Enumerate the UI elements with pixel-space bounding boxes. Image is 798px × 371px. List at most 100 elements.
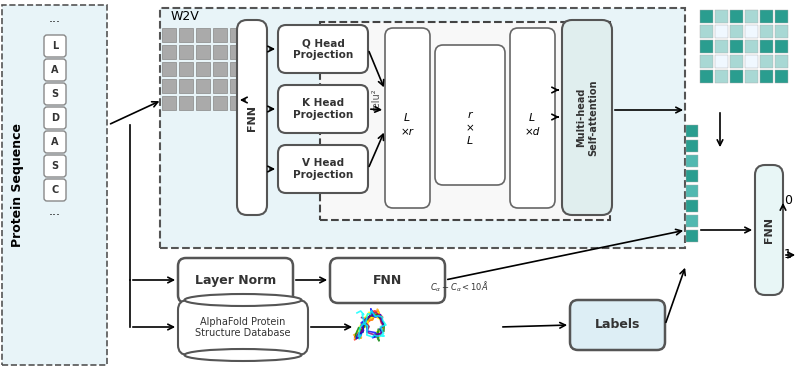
Text: 1: 1 (784, 249, 792, 262)
Bar (730, 70, 743, 83)
Bar (715, 25, 728, 38)
FancyBboxPatch shape (44, 155, 66, 177)
Text: Layer Norm: Layer Norm (195, 274, 276, 287)
Bar (179, 28, 193, 42)
FancyBboxPatch shape (44, 107, 66, 129)
Bar (760, 25, 773, 38)
Bar (730, 10, 743, 23)
FancyBboxPatch shape (44, 83, 66, 105)
Text: ...: ... (49, 205, 61, 218)
FancyBboxPatch shape (278, 25, 368, 73)
Bar (2, 5, 107, 365)
Ellipse shape (184, 349, 302, 361)
Bar (775, 55, 788, 68)
Bar (196, 45, 210, 59)
FancyBboxPatch shape (385, 28, 430, 208)
Bar (162, 96, 176, 110)
Bar (700, 40, 713, 53)
Text: A: A (51, 65, 59, 75)
Bar (775, 70, 788, 83)
Bar (213, 96, 227, 110)
Bar (196, 28, 210, 42)
Bar (213, 45, 227, 59)
Bar (320, 22, 610, 220)
FancyBboxPatch shape (278, 85, 368, 133)
Bar (700, 10, 713, 23)
FancyBboxPatch shape (435, 45, 505, 185)
Text: A: A (51, 137, 59, 147)
Bar (760, 70, 773, 83)
FancyBboxPatch shape (44, 179, 66, 201)
Bar (715, 70, 728, 83)
Bar (686, 170, 698, 182)
Bar (179, 79, 193, 93)
Bar (700, 70, 713, 83)
Bar (686, 230, 698, 242)
Bar (730, 25, 743, 38)
Bar (213, 62, 227, 76)
FancyBboxPatch shape (755, 165, 783, 295)
Bar (230, 28, 244, 42)
Bar (686, 215, 698, 227)
FancyBboxPatch shape (44, 59, 66, 81)
Text: relu²: relu² (371, 89, 381, 111)
Text: C: C (51, 185, 58, 195)
Bar (230, 79, 244, 93)
Text: Labels: Labels (595, 318, 640, 332)
Bar (760, 55, 773, 68)
Bar (196, 62, 210, 76)
Bar (715, 40, 728, 53)
FancyBboxPatch shape (562, 20, 612, 215)
Text: ×r: ×r (401, 127, 413, 137)
Text: S: S (51, 161, 58, 171)
Bar (686, 140, 698, 152)
Text: r: r (468, 110, 472, 120)
Bar (230, 62, 244, 76)
Bar (162, 45, 176, 59)
Bar (213, 28, 227, 42)
Text: $C_\alpha - C_\alpha < 10\AA$: $C_\alpha - C_\alpha < 10\AA$ (430, 280, 488, 294)
Bar (745, 55, 758, 68)
Bar (230, 45, 244, 59)
Text: V Head
Projection: V Head Projection (293, 158, 354, 180)
Ellipse shape (184, 294, 302, 306)
Bar (715, 55, 728, 68)
FancyBboxPatch shape (44, 131, 66, 153)
Bar (179, 96, 193, 110)
Text: ×: × (465, 123, 474, 133)
Bar (745, 10, 758, 23)
FancyBboxPatch shape (178, 300, 308, 355)
Bar (160, 8, 685, 248)
Text: Multi-head
Self-attention: Multi-head Self-attention (576, 79, 598, 156)
Bar (686, 125, 698, 137)
Bar (686, 185, 698, 197)
Bar (700, 25, 713, 38)
Text: L: L (404, 113, 410, 123)
Bar (686, 200, 698, 212)
Bar (179, 45, 193, 59)
Text: FNN: FNN (247, 105, 257, 131)
FancyBboxPatch shape (44, 35, 66, 57)
Text: W2V: W2V (171, 10, 200, 23)
Text: K Head
Projection: K Head Projection (293, 98, 354, 120)
Bar (775, 25, 788, 38)
Text: AlphaFold Protein
Structure Database: AlphaFold Protein Structure Database (196, 317, 290, 338)
FancyBboxPatch shape (278, 145, 368, 193)
Text: ...: ... (49, 12, 61, 25)
Bar (213, 79, 227, 93)
Bar (230, 96, 244, 110)
FancyBboxPatch shape (330, 258, 445, 303)
Text: Q Head
Projection: Q Head Projection (293, 38, 354, 60)
Bar (162, 79, 176, 93)
Bar (745, 40, 758, 53)
FancyBboxPatch shape (178, 258, 293, 303)
Text: D: D (51, 113, 59, 123)
Text: FNN: FNN (373, 274, 402, 287)
Bar (745, 70, 758, 83)
Bar (715, 10, 728, 23)
Bar (730, 40, 743, 53)
Bar (760, 10, 773, 23)
Bar (686, 155, 698, 167)
Bar (775, 10, 788, 23)
Bar (700, 55, 713, 68)
